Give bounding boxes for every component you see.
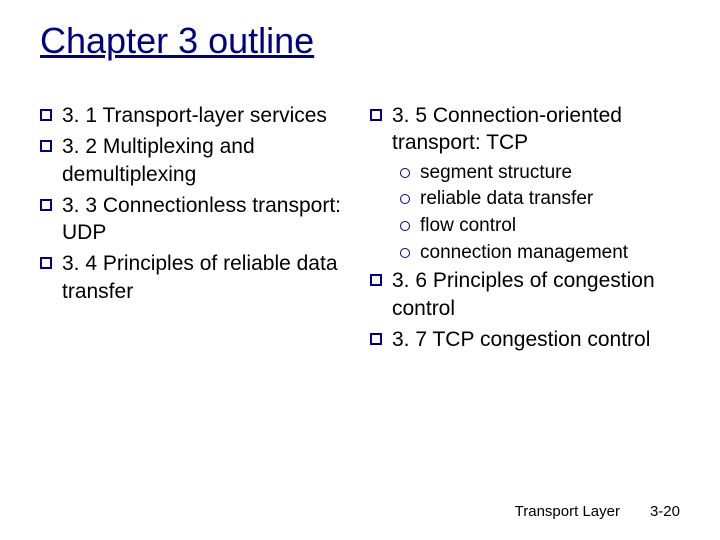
square-bullet-icon	[370, 274, 382, 286]
list-item: 3. 4 Principles of reliable data transfe…	[40, 250, 350, 305]
sub-list-item-text: flow control	[420, 214, 516, 239]
circle-bullet-icon	[400, 194, 410, 204]
sub-list-item-text: reliable data transfer	[420, 187, 593, 212]
sub-list-item: flow control	[400, 214, 680, 239]
sub-list-item: reliable data transfer	[400, 187, 680, 212]
circle-bullet-icon	[400, 221, 410, 231]
square-bullet-icon	[40, 109, 52, 121]
list-item: 3. 2 Multiplexing and demultiplexing	[40, 133, 350, 188]
list-item-text: 3. 4 Principles of reliable data transfe…	[62, 250, 350, 305]
list-item-text: 3. 5 Connection-oriented transport: TCP	[392, 102, 680, 157]
slide-title: Chapter 3 outline	[40, 20, 680, 62]
circle-bullet-icon	[400, 248, 410, 258]
list-item-text: 3. 6 Principles of congestion control	[392, 267, 680, 322]
right-column: 3. 5 Connection-oriented transport: TCP …	[370, 102, 680, 357]
footer-page-number: 3-20	[650, 503, 680, 520]
list-item-text: 3. 2 Multiplexing and demultiplexing	[62, 133, 350, 188]
square-bullet-icon	[40, 199, 52, 211]
list-item: 3. 1 Transport-layer services	[40, 102, 350, 129]
square-bullet-icon	[370, 333, 382, 345]
footer: Transport Layer 3-20	[515, 503, 680, 520]
list-item: 3. 6 Principles of congestion control	[370, 267, 680, 322]
square-bullet-icon	[40, 140, 52, 152]
list-item-text: 3. 7 TCP congestion control	[392, 326, 680, 353]
content-columns: 3. 1 Transport-layer services 3. 2 Multi…	[40, 102, 680, 357]
square-bullet-icon	[370, 109, 382, 121]
left-column: 3. 1 Transport-layer services 3. 2 Multi…	[40, 102, 350, 357]
list-item-text: 3. 3 Connectionless transport: UDP	[62, 192, 350, 247]
list-item: 3. 3 Connectionless transport: UDP	[40, 192, 350, 247]
sub-list-item: segment structure	[400, 161, 680, 186]
list-item-text: 3. 1 Transport-layer services	[62, 102, 350, 129]
sub-list-item-text: connection management	[420, 241, 628, 266]
sub-list-item-text: segment structure	[420, 161, 572, 186]
list-item: 3. 5 Connection-oriented transport: TCP	[370, 102, 680, 157]
footer-section-label: Transport Layer	[515, 503, 620, 520]
circle-bullet-icon	[400, 168, 410, 178]
square-bullet-icon	[40, 257, 52, 269]
sub-list-item: connection management	[400, 241, 680, 266]
list-item: 3. 7 TCP congestion control	[370, 326, 680, 353]
